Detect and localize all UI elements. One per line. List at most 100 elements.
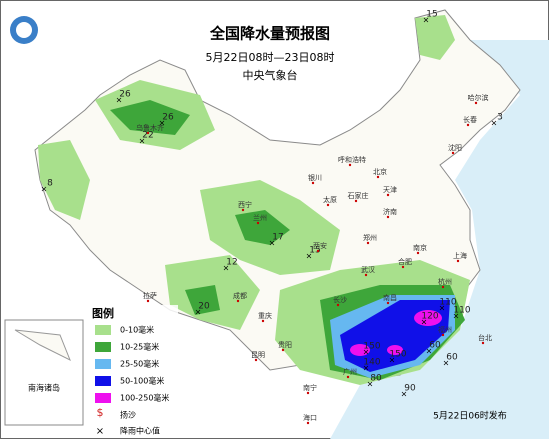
city-dot: [386, 301, 390, 305]
city-label: 海口: [303, 413, 317, 422]
sea: [330, 40, 549, 439]
city-dot: [241, 208, 245, 212]
city-dot: [336, 303, 340, 307]
city-label: 福州: [438, 325, 452, 334]
rain-center-value: 80: [370, 374, 382, 384]
rain-center-value: 22: [142, 131, 153, 141]
rain-center-mark: ×: [491, 119, 498, 128]
legend-label: 扬沙: [120, 410, 136, 420]
city-dot: [456, 259, 460, 263]
city-label: 太原: [323, 195, 337, 204]
city-dot: [416, 251, 420, 255]
rain-area: [350, 344, 370, 356]
rain-center-value: 60: [429, 341, 441, 351]
city-label: 兰州: [253, 213, 267, 222]
rain-center-mark: ×: [423, 16, 430, 25]
rain-center-mark: ×: [306, 252, 313, 261]
city-label: 贵阳: [278, 340, 292, 349]
city-label: 南昌: [383, 293, 397, 302]
rain-center-value: 120: [421, 312, 438, 322]
city-label: 南宁: [303, 383, 317, 392]
logo: [16, 22, 32, 38]
city-label: 昆明: [251, 351, 265, 359]
rain-center-mark: ×: [363, 364, 370, 373]
rain-area: [110, 100, 190, 135]
city-dot: [326, 203, 330, 207]
city-dot: [306, 391, 310, 395]
center-symbol: ×: [96, 426, 104, 437]
city-label: 西宁: [238, 200, 252, 209]
rain-center-mark: ×: [439, 304, 446, 313]
rain-center-mark: ×: [363, 348, 370, 357]
rain-center-mark: ×: [426, 347, 433, 356]
rain-center-value: 140: [363, 358, 380, 368]
rain-area: [414, 310, 442, 326]
rain-area: [185, 285, 220, 315]
city-label: 上海: [453, 251, 467, 260]
sand-symbol: $: [97, 406, 104, 419]
legend-label: 0-10毫米: [120, 325, 154, 335]
city-dot: [441, 333, 445, 337]
issued: 5月22日06时发布: [433, 410, 507, 422]
rain-center-value: 150: [363, 342, 380, 352]
city-label: 西安: [313, 241, 327, 250]
city-dot: [306, 421, 310, 425]
rain-center-value: 150: [389, 350, 406, 360]
rain-center-value: 26: [162, 113, 174, 123]
city-dot: [401, 265, 405, 269]
city-dot: [386, 215, 390, 219]
rain-center-value: 110: [453, 306, 470, 316]
rain-center-mark: ×: [41, 185, 48, 194]
city-label: 北京: [373, 167, 387, 176]
title: 全国降水量预报图: [209, 25, 330, 43]
city-label: 重庆: [258, 311, 272, 320]
rain-area: [387, 345, 403, 355]
city-dot: [386, 193, 390, 197]
city-label: 乌鲁木齐: [136, 123, 164, 132]
legend-label: 50-100毫米: [120, 376, 164, 386]
city-label: 台北: [478, 333, 492, 342]
rain-center-mark: ×: [421, 318, 428, 327]
rain-center-value: 110: [439, 298, 456, 308]
rain-area: [235, 210, 290, 245]
rain-areas: [38, 15, 470, 385]
city-dot: [481, 341, 485, 345]
city-label: 济南: [383, 207, 397, 216]
rain-center-mark: ×: [453, 312, 460, 321]
rain-center-value: 60: [446, 353, 458, 363]
rain-center-mark: ×: [269, 239, 276, 248]
period: 5月22日08时—23日08时: [206, 51, 335, 64]
city-dot: [474, 101, 478, 105]
city-label: 沈阳: [448, 143, 462, 152]
rain-center-mark: ×: [401, 390, 408, 399]
city-label: 石家庄: [348, 191, 369, 200]
city-label: 广州: [343, 367, 357, 376]
legend-title: 图例: [92, 306, 114, 320]
legend-swatch: [95, 342, 111, 352]
city-dot: [146, 131, 150, 135]
city-dot: [311, 181, 315, 185]
city-dot: [354, 199, 358, 203]
city-dot: [466, 123, 470, 127]
rain-center-value: 3: [497, 113, 503, 123]
city-label: 哈尔滨: [468, 93, 489, 102]
city-label: 杭州: [438, 277, 452, 286]
city-dot: [281, 348, 285, 352]
city-label: 合肥: [398, 257, 412, 266]
legend-swatch: [95, 359, 111, 369]
city-label: 成都: [233, 291, 247, 300]
rain-center-value: 17: [272, 233, 283, 243]
rain-center-mark: ×: [139, 137, 146, 146]
city-dot: [146, 299, 150, 303]
city-label: 拉萨: [143, 291, 157, 300]
legend: 0-10毫米 10-25毫米 25-50毫米 50-100毫米 100-250毫米扬沙降…: [95, 325, 169, 436]
city-dot: [346, 375, 350, 379]
rain-center-mark: ×: [389, 356, 396, 365]
rain-center-value: 90: [404, 384, 416, 394]
city-label: 长沙: [333, 295, 347, 304]
rain-center-value: 12: [226, 258, 237, 268]
rain-area: [415, 15, 455, 60]
city-dot: [261, 319, 265, 323]
